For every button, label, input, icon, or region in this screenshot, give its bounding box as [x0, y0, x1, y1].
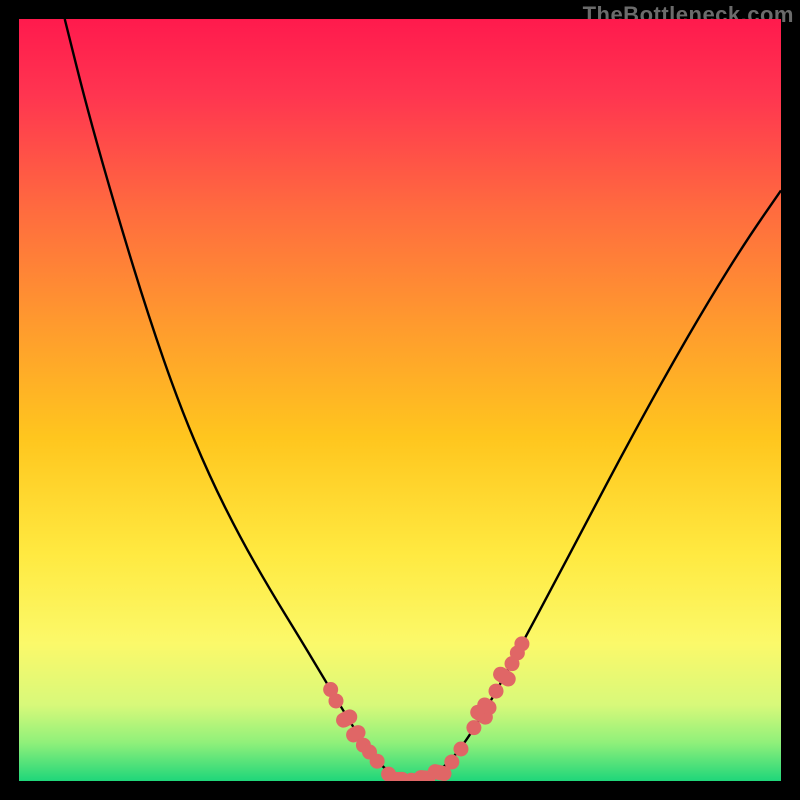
chart-svg: [19, 19, 781, 781]
data-point: [489, 684, 504, 699]
data-point: [328, 693, 343, 708]
plot-area: [19, 19, 781, 781]
data-point: [444, 754, 459, 769]
data-point: [466, 720, 481, 735]
data-point: [514, 636, 529, 651]
data-point: [453, 742, 468, 757]
gradient-background: [19, 19, 781, 781]
chart-frame: TheBottleneck.com: [0, 0, 800, 800]
data-point: [370, 754, 385, 769]
